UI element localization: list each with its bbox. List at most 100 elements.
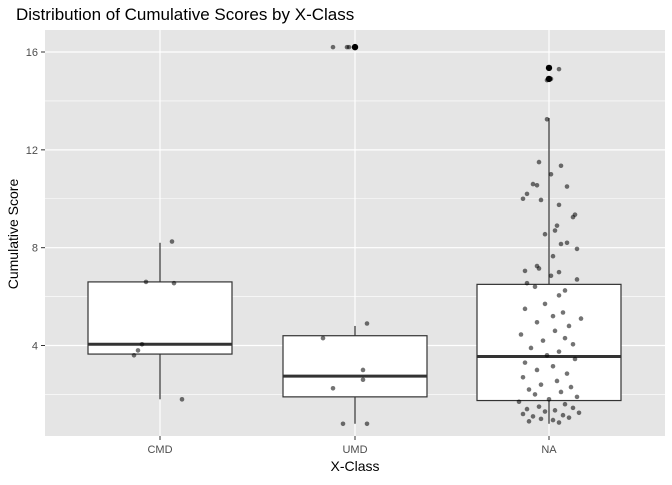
- outlier-point: [351, 43, 359, 51]
- data-point: [360, 367, 366, 373]
- data-point: [556, 66, 562, 72]
- data-point: [346, 44, 352, 50]
- data-point: [554, 223, 560, 228]
- chart-title: Distribution of Cumulative Scores by X-C…: [16, 5, 354, 24]
- y-axis-title: Cumulative Score: [5, 179, 21, 290]
- data-point: [540, 338, 546, 343]
- x-tick-label: CMD: [147, 444, 172, 456]
- data-point: [574, 277, 580, 282]
- data-point: [574, 246, 580, 252]
- data-point: [542, 301, 548, 307]
- data-point: [556, 269, 562, 275]
- data-point: [542, 409, 548, 414]
- data-point: [564, 240, 570, 246]
- data-point: [518, 332, 524, 337]
- data-point: [556, 293, 562, 298]
- data-point: [526, 387, 532, 392]
- data-point: [530, 181, 536, 187]
- data-point: [534, 319, 540, 325]
- data-point: [139, 341, 145, 347]
- data-point: [340, 421, 346, 427]
- data-point: [538, 382, 544, 387]
- box-na: [476, 283, 622, 402]
- data-point: [550, 253, 556, 259]
- data-point: [562, 401, 568, 407]
- y-tick-label: 12: [26, 145, 38, 157]
- data-point: [558, 241, 564, 247]
- y-tick-label: 8: [32, 243, 38, 255]
- data-point: [572, 356, 578, 362]
- data-point: [364, 321, 370, 326]
- data-point: [520, 375, 526, 380]
- data-point: [568, 384, 574, 390]
- data-point: [548, 273, 554, 279]
- data-point: [562, 288, 568, 293]
- y-axis-ticks: 4 8 12 16: [26, 47, 45, 353]
- data-point: [526, 419, 532, 424]
- data-point: [330, 44, 336, 50]
- data-point: [171, 280, 177, 286]
- box-umd: [282, 335, 428, 398]
- data-point: [524, 280, 530, 286]
- data-point: [536, 266, 542, 271]
- jitter-points: [131, 44, 584, 427]
- data-point: [546, 397, 552, 402]
- data-point: [564, 184, 570, 189]
- data-point: [542, 231, 548, 237]
- data-point: [550, 363, 556, 369]
- data-point: [320, 335, 326, 341]
- data-point: [522, 268, 528, 274]
- data-point: [522, 306, 528, 312]
- data-point: [564, 371, 570, 376]
- box-cmd: [87, 281, 233, 355]
- data-point: [544, 352, 550, 358]
- data-point: [558, 163, 564, 169]
- x-axis-title: X-Class: [330, 458, 379, 474]
- data-point: [570, 405, 576, 411]
- data-point: [360, 377, 366, 383]
- data-point: [562, 335, 568, 341]
- data-point: [532, 284, 538, 290]
- data-point: [570, 341, 576, 347]
- data-point: [364, 421, 370, 427]
- data-point: [560, 310, 566, 315]
- data-point: [554, 378, 560, 384]
- data-point: [524, 406, 530, 412]
- boxes: [87, 281, 622, 402]
- data-point: [552, 228, 558, 233]
- data-point: [556, 420, 562, 425]
- data-point: [530, 414, 536, 419]
- whiskers: [159, 118, 550, 424]
- data-point: [534, 183, 540, 188]
- data-point: [520, 411, 526, 417]
- x-axis-ticks: CMD UMD NA: [147, 436, 557, 456]
- data-point: [556, 349, 562, 354]
- x-tick-label: UMD: [342, 444, 367, 456]
- data-point: [548, 172, 554, 177]
- data-point: [538, 197, 544, 203]
- data-point: [552, 328, 558, 334]
- data-point: [330, 386, 336, 391]
- data-point: [536, 159, 542, 165]
- y-tick-label: 4: [32, 341, 38, 353]
- data-point: [578, 316, 584, 321]
- data-point: [516, 399, 522, 405]
- data-point: [546, 65, 552, 71]
- data-point: [538, 416, 544, 422]
- data-point: [131, 352, 137, 358]
- data-point: [532, 392, 538, 397]
- data-point: [135, 348, 141, 353]
- data-point: [548, 76, 554, 82]
- data-point: [550, 417, 556, 423]
- data-point: [566, 415, 572, 420]
- y-tick-label: 16: [26, 47, 38, 59]
- data-point: [558, 389, 564, 395]
- data-point: [566, 323, 572, 329]
- data-point: [528, 345, 534, 351]
- data-point: [522, 360, 528, 365]
- data-point: [550, 313, 556, 319]
- data-point: [534, 367, 540, 373]
- data-point: [143, 279, 149, 285]
- data-point: [520, 196, 526, 202]
